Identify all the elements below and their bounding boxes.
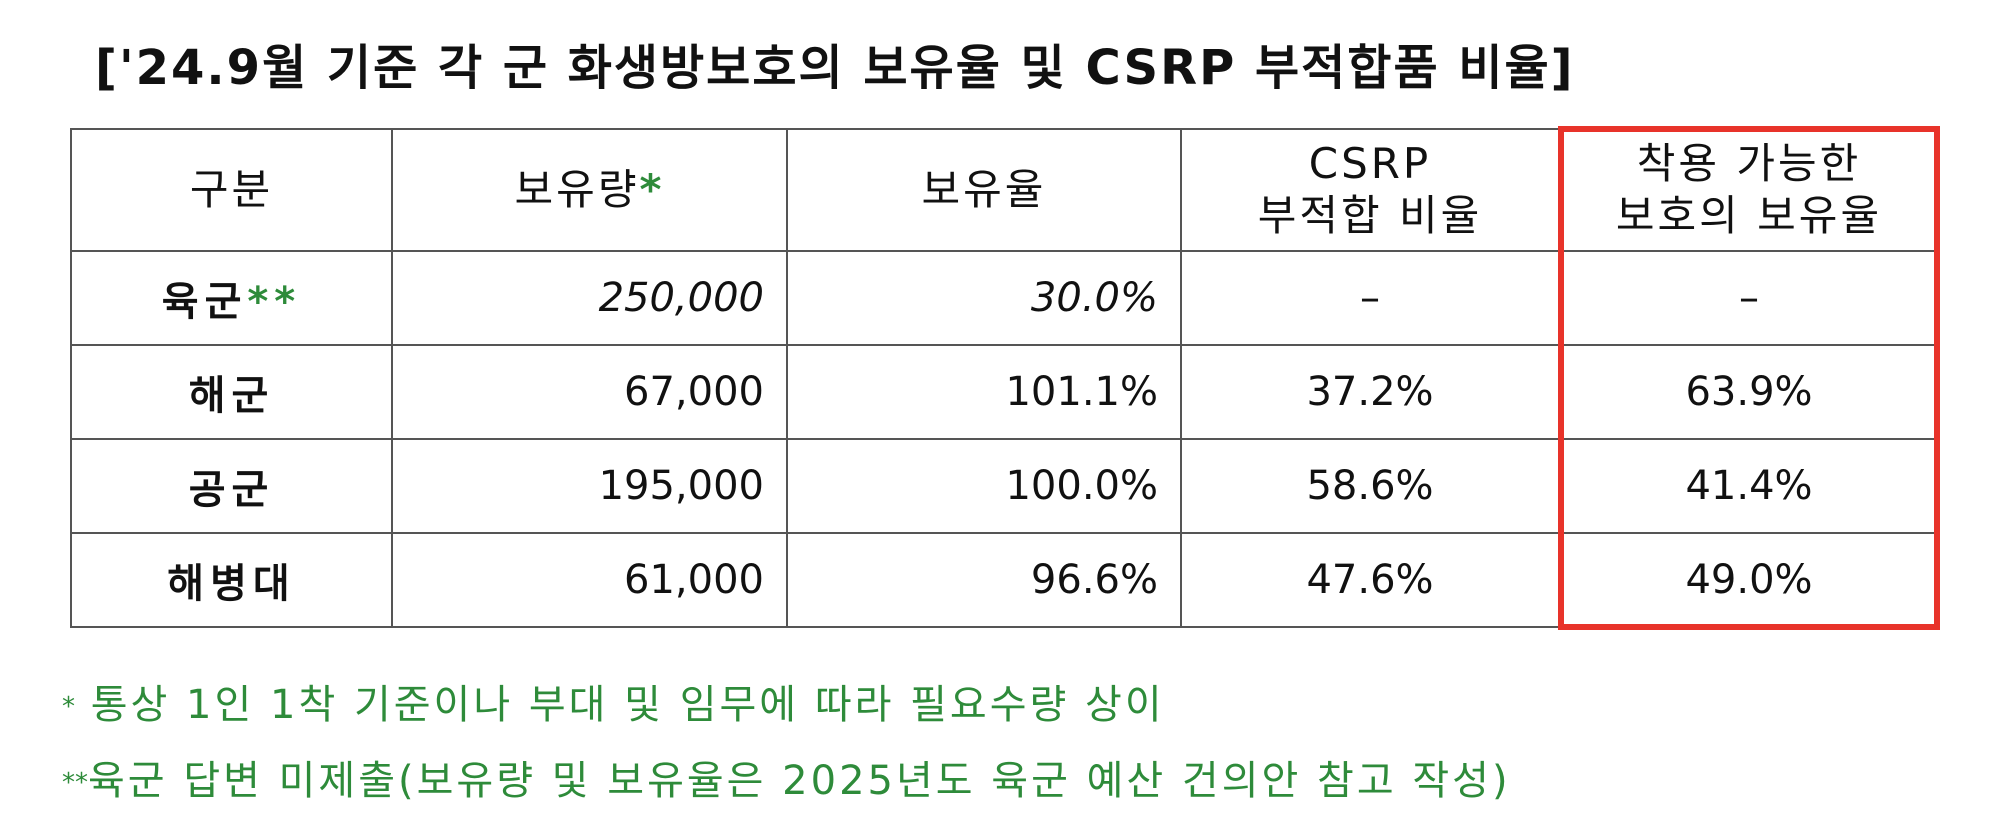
row-label-army: 육군** [70,250,393,346]
marines-holdings: 61,000 [391,532,788,628]
army-rate: 30.0% [786,250,1182,346]
table-row: 해병대 61,000 96.6% 47.6% 49.0% [70,532,1940,628]
army-usable: – [1558,250,1940,346]
table-row: 공군 195,000 100.0% 58.6% 41.4% [70,438,1940,534]
army-holdings: 250,000 [391,250,788,346]
marines-rate: 96.6% [786,532,1182,628]
header-category: 구분 [70,128,393,252]
holdings-table: 구분 보유량* 보유율 CSRP 부적합 비율 착용 가능한 보호의 보유율 육군*… [70,128,1940,628]
row-label-marines: 해병대 [70,532,393,628]
army-csrp: – [1180,250,1560,346]
navy-csrp: 37.2% [1180,344,1560,440]
marines-usable: 49.0% [1558,532,1940,628]
navy-usable: 63.9% [1558,344,1940,440]
footnote-1-text: 통상 1인 1착 기준이나 부대 및 임무에 따라 필요수량 상이 [75,682,1165,728]
row-label-airforce: 공군 [70,438,393,534]
table-header-row: 구분 보유량* 보유율 CSRP 부적합 비율 착용 가능한 보호의 보유율 [70,128,1940,252]
footnote-1-mark: * [62,692,75,722]
airforce-rate: 100.0% [786,438,1182,534]
document-title: ['24.9월 기준 각 군 화생방보호의 보유율 및 CSRP 부적합품 비율… [95,40,1575,96]
navy-holdings: 67,000 [391,344,788,440]
footnote-2-mark: ** [62,768,88,798]
table-row: 육군** 250,000 30.0% – – [70,250,1940,346]
airforce-usable: 41.4% [1558,438,1940,534]
footnote-2-text: 육군 답변 미제출(보유량 및 보유율은 2025년도 육군 예산 건의안 참고… [88,758,1511,804]
header-rate: 보유율 [786,128,1182,252]
navy-rate: 101.1% [786,344,1182,440]
header-csrp: CSRP 부적합 비율 [1180,128,1560,252]
header-holdings: 보유량* [391,128,788,252]
row-label-navy: 해군 [70,344,393,440]
airforce-holdings: 195,000 [391,438,788,534]
footnote-2: **육군 답변 미제출(보유량 및 보유율은 2025년도 육군 예산 건의안 … [62,748,1511,806]
header-usable: 착용 가능한 보호의 보유율 [1558,128,1940,252]
marines-csrp: 47.6% [1180,532,1560,628]
data-table-container: 구분 보유량* 보유율 CSRP 부적합 비율 착용 가능한 보호의 보유율 육군*… [70,128,1940,628]
table-row: 해군 67,000 101.1% 37.2% 63.9% [70,344,1940,440]
holdings-footnote-mark: * [639,165,665,214]
footnote-1: * 통상 1인 1착 기준이나 부대 및 임무에 따라 필요수량 상이 [62,672,1165,730]
army-footnote-mark: ** [247,279,302,325]
airforce-csrp: 58.6% [1180,438,1560,534]
